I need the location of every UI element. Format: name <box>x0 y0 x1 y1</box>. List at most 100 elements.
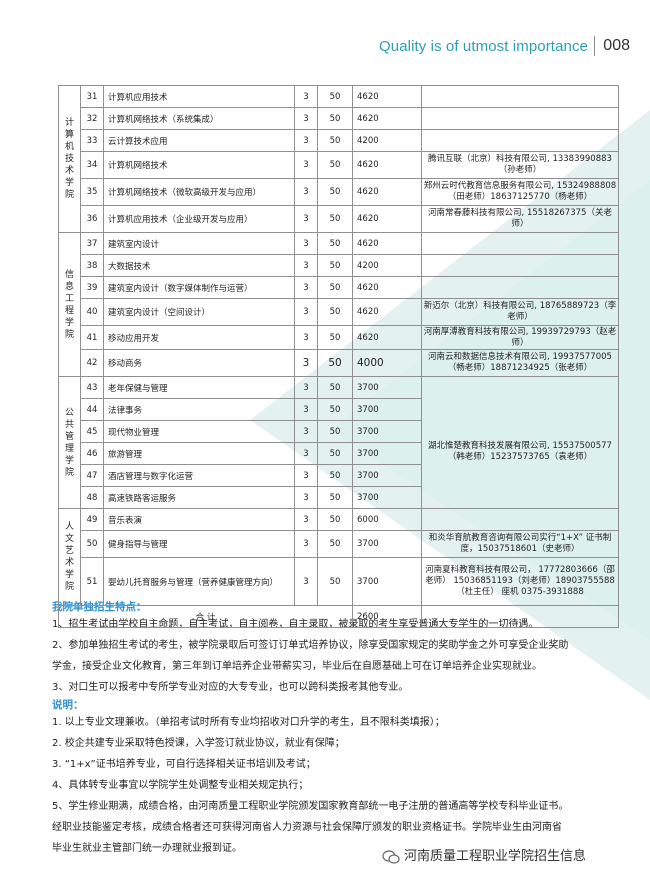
wechat-icon <box>382 849 400 864</box>
major-years: 3 <box>294 442 318 465</box>
major-plan: 50 <box>317 178 353 206</box>
major-name: 计算机网络技术（系统集成） <box>103 107 295 130</box>
table-row: 计算机技术学院 31 计算机应用技术 3 50 4620 <box>58 85 619 233</box>
major-fee: 4620 <box>352 205 422 233</box>
major-name: 现代物业管理 <box>103 420 295 443</box>
major-name: 移动商务 <box>103 349 295 377</box>
table-row: 42 移动商务 3 50 4000 河南云和数据信息技术有限公司, 19937577005… <box>59 349 619 377</box>
partner-cell: 郑州云时代教育信息服务有限公司, 15324988808（田老师）1863712… <box>421 178 619 206</box>
major-plan: 50 <box>317 557 353 606</box>
major-years: 3 <box>294 85 318 108</box>
major-no: 50 <box>80 530 104 558</box>
partner-cell <box>421 508 619 531</box>
partner-cell: 河南厚溥教育科技有限公司, 19939729793（赵老师） <box>421 325 619 350</box>
major-fee: 4620 <box>352 85 422 108</box>
major-no: 42 <box>80 349 104 377</box>
major-years: 3 <box>294 276 318 299</box>
major-plan: 50 <box>317 508 353 531</box>
table-row: 33 云计算技术应用 3 50 4200 <box>59 129 619 152</box>
major-no: 36 <box>80 205 104 233</box>
major-no: 48 <box>80 486 104 509</box>
major-no: 49 <box>80 508 104 531</box>
table-row: 44 法律事务 3 50 3700 <box>59 398 619 421</box>
dept-cell: 人文艺术学院 <box>58 508 81 606</box>
dept-cell: 信息工程学院 <box>58 232 81 377</box>
major-fee: 3700 <box>352 464 422 487</box>
major-name: 高速铁路客运服务 <box>103 486 295 509</box>
major-plan: 50 <box>317 232 353 255</box>
major-plan: 50 <box>317 442 353 465</box>
notes-item: 2. 校企共建专业采取特色授课，入学签订就业协议，就业有保障； <box>52 738 345 749</box>
major-name: 酒店管理与数字化运营 <box>103 464 295 487</box>
major-no: 41 <box>80 325 104 350</box>
major-fee: 3700 <box>352 442 422 465</box>
features-item: 3、对口生可以报考中专所学专业对应的大专专业，也可以跨科类报考其他专业。 <box>52 682 409 693</box>
major-name: 建筑室内设计（数字媒体制作与运营） <box>103 276 295 299</box>
table-row: 32 计算机网络技术（系统集成） 3 50 4620 <box>59 107 619 130</box>
major-plan: 50 <box>317 205 353 233</box>
total-empty-cell <box>421 605 619 628</box>
major-plan: 50 <box>317 398 353 421</box>
major-no: 31 <box>80 85 104 108</box>
partner-cell: 河南夏科教育科技有限公司， 17772803666（邵老师） 150368511… <box>421 557 619 606</box>
major-name: 法律事务 <box>103 398 295 421</box>
major-no: 44 <box>80 398 104 421</box>
table-row: 34 计算机网络技术 3 50 4620 腾讯互联（北京）科技有限公司, 13383990… <box>59 151 619 179</box>
table-row: 51 婴幼儿托育服务与管理（营养健康管理方向） 3 50 3700 河南夏科教育科技有限公… <box>59 557 619 606</box>
dept-name: 人文艺术学院 <box>64 522 74 592</box>
major-years: 3 <box>294 205 318 233</box>
major-years: 3 <box>294 107 318 130</box>
notes-item: 4、具体转专业事宜以学院学生处调整专业相关规定执行； <box>52 780 309 791</box>
partner-cell: 湖北惟楚教育科技发展有限公司, 15537500577（韩老师）15237573… <box>421 376 619 509</box>
major-no: 32 <box>80 107 104 130</box>
major-years: 3 <box>294 420 318 443</box>
total-label: 合 计 <box>58 605 353 628</box>
major-years: 3 <box>294 349 318 377</box>
partner-cell <box>421 254 619 277</box>
header-divider <box>594 36 595 56</box>
major-no: 33 <box>80 129 104 152</box>
major-plan: 50 <box>317 151 353 179</box>
major-fee: 3700 <box>352 530 422 558</box>
major-name: 大数据技术 <box>103 254 295 277</box>
partner-cell <box>421 276 619 299</box>
major-fee: 4620 <box>352 276 422 299</box>
major-plan: 50 <box>317 486 353 509</box>
major-years: 3 <box>294 530 318 558</box>
table-row: 38 大数据技术 3 50 4200 <box>59 254 619 277</box>
major-name: 计算机应用技术（企业级开发与应用） <box>103 205 295 233</box>
major-name: 建筑室内设计（空间设计） <box>103 298 295 326</box>
major-years: 3 <box>294 298 318 326</box>
major-fee: 4620 <box>352 298 422 326</box>
major-name: 计算机网络技术（微软高级开发与应用） <box>103 178 295 206</box>
major-fee: 4620 <box>352 325 422 350</box>
major-plan: 50 <box>317 129 353 152</box>
major-no: 35 <box>80 178 104 206</box>
page-number: 008 <box>603 37 630 54</box>
partner-cell: 新迈尔（北京）科技有限公司, 18765889723（李老师） <box>421 298 619 326</box>
total-row: 合 计 2600 <box>58 605 619 628</box>
major-plan: 50 <box>317 254 353 277</box>
major-fee: 3700 <box>352 376 422 399</box>
major-no: 40 <box>80 298 104 326</box>
major-fee: 4200 <box>352 129 422 152</box>
major-name: 移动应用开发 <box>103 325 295 350</box>
dept-name: 信息工程学院 <box>64 269 74 340</box>
major-fee: 4200 <box>352 254 422 277</box>
major-plan: 50 <box>317 530 353 558</box>
partner-cell: 河南云和数据信息技术有限公司, 19937577005（畅老师）18871234… <box>421 349 619 377</box>
total-value: 2600 <box>352 605 422 628</box>
major-no: 46 <box>80 442 104 465</box>
partner-cell: 河南常春藤科技有限公司, 15518267375（关老师） <box>421 205 619 233</box>
partner-cell <box>421 129 619 152</box>
major-name: 计算机网络技术 <box>103 151 295 179</box>
major-no: 34 <box>80 151 104 179</box>
major-name: 云计算技术应用 <box>103 129 295 152</box>
major-plan: 50 <box>317 376 353 399</box>
table-row: 信息工程学院 37 建筑室内设计 3 50 4620 <box>58 232 619 377</box>
major-years: 3 <box>294 508 318 531</box>
table-row: 50 健身指导与管理 3 50 3700 和炎华育航教育咨询有限公司实行“1+X” 证书制… <box>59 530 619 558</box>
major-name: 老年保健与管理 <box>103 376 295 399</box>
dept-name: 公共管理学院 <box>64 407 74 478</box>
table-row: 48 高速铁路客运服务 3 50 3700 <box>59 486 619 509</box>
